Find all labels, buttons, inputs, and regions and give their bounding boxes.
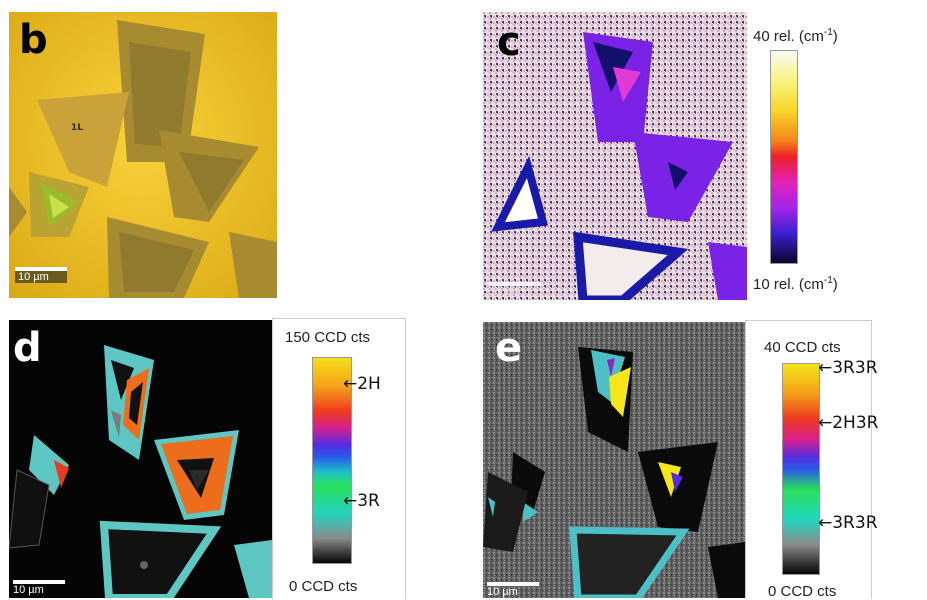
flake-e-right: [638, 442, 718, 532]
flake-map-bottom: [573, 231, 689, 300]
colorbar-d-min-label: 0 CCD cts: [289, 578, 358, 595]
colorbar-e-min-label: 0 CCD cts: [768, 583, 837, 600]
scale-bar-label: 10 µm: [487, 586, 518, 598]
panel-c-raman-map: c 10 µm: [483, 12, 747, 300]
colorbar-e-max-label: 40 CCD cts: [764, 339, 841, 356]
colorbar-e-frame: [745, 320, 872, 599]
flake-1L-label: 1L: [71, 123, 83, 133]
colorbar-d-frame: [272, 318, 406, 599]
panel-label-b: b: [19, 17, 48, 63]
colorbar-e: [782, 363, 820, 575]
arrow-label-2H3R: ←2H3R: [818, 413, 879, 433]
scale-bar-label: 10 µm: [489, 286, 520, 298]
colorbar-c-min-label: 10 rel. (cm-1): [753, 275, 838, 293]
panel-b-optical-image: 1L b 10 µm: [9, 12, 277, 298]
intensity-map-e: [483, 322, 745, 598]
panel-d-intensity-map: d 10 µm: [9, 320, 272, 598]
scale-bar-e: 10 µm: [487, 582, 539, 598]
scale-bar-c: 10 µm: [489, 282, 541, 298]
optical-micrograph: 1L: [9, 12, 277, 298]
flake-map-left: [491, 155, 549, 232]
scale-bar-label: 10 µm: [13, 584, 44, 596]
flake-d-bottom: [99, 520, 222, 598]
intensity-map-d: [9, 320, 272, 598]
arrow-label-3R: ←3R: [343, 491, 380, 511]
raman-frequency-map: [483, 12, 747, 300]
colorbar-c: [770, 50, 798, 264]
colorbar-c-max-label: 40 rel. (cm-1): [753, 27, 838, 45]
scale-bar-d: 10 µm: [13, 580, 65, 596]
arrow-label-3R3R-bottom: ←3R3R: [818, 513, 878, 533]
panel-label-d: d: [13, 325, 42, 371]
flake-e-bottom: [569, 526, 690, 598]
colorbar-d: [312, 357, 352, 564]
panel-label-e: e: [495, 325, 523, 371]
panel-label-c: c: [497, 19, 521, 65]
arrow-label-3R3R-top: ←3R3R: [818, 358, 878, 378]
scale-bar-b: 10 µm: [15, 267, 67, 283]
colorbar-d-max-label: 150 CCD cts: [285, 329, 371, 346]
flake-1L: [37, 92, 129, 187]
panel-e-intensity-map: e 10 µm: [483, 322, 745, 598]
arrow-label-2H: ←2H: [343, 374, 381, 394]
scale-bar-label: 10 µm: [15, 271, 67, 283]
